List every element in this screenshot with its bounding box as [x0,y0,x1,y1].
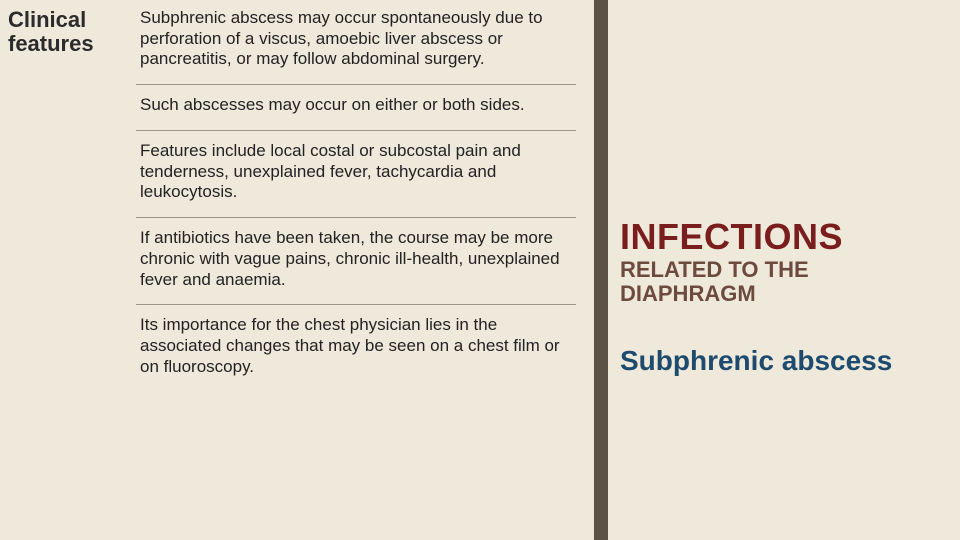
slide-subtitle: RELATED TO THE DIAPHRAGM [620,258,940,306]
body-column: Subphrenic abscess may occur spontaneous… [126,6,576,534]
right-pane: INFECTIONS RELATED TO THE DIAPHRAGM Subp… [620,218,940,377]
paragraph: Such abscesses may occur on either or bo… [136,85,576,131]
section-label: Clinical features [8,8,126,56]
slide-title: INFECTIONS [620,218,940,256]
paragraph: Its importance for the chest physician l… [136,305,576,391]
slide: Clinical features Subphrenic abscess may… [0,0,960,540]
slide-topic: Subphrenic abscess [620,346,940,377]
paragraph: If antibiotics have been taken, the cour… [136,218,576,305]
left-pane: Clinical features Subphrenic abscess may… [0,0,594,540]
paragraph: Subphrenic abscess may occur spontaneous… [136,6,576,85]
paragraph: Features include local costal or subcost… [136,131,576,218]
vertical-divider-strip [594,0,608,540]
section-label-column: Clinical features [8,6,126,534]
